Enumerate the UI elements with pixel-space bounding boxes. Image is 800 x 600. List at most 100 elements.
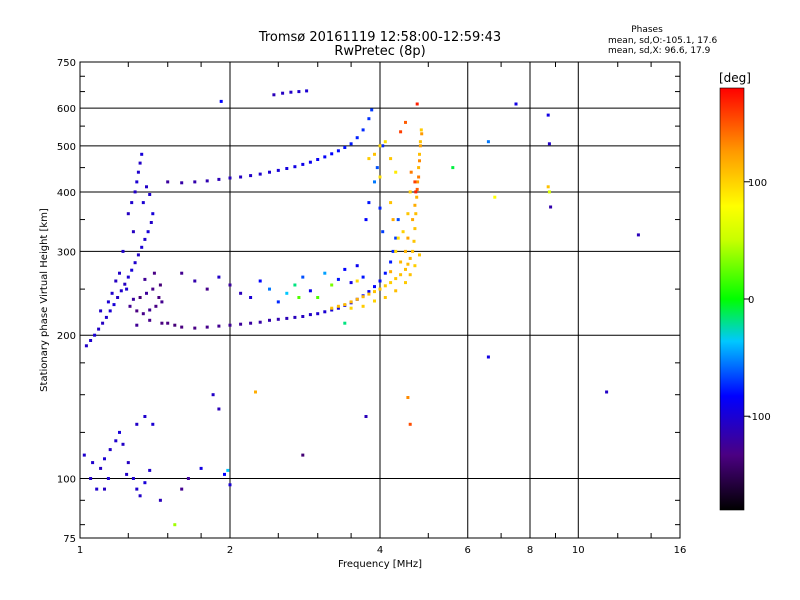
data-point xyxy=(418,152,421,156)
x-tick-label: 16 xyxy=(674,545,687,556)
data-point xyxy=(186,477,190,480)
data-point xyxy=(103,457,106,461)
data-point xyxy=(373,290,376,294)
data-point xyxy=(418,253,421,257)
data-point xyxy=(401,230,405,234)
data-point xyxy=(308,313,312,317)
data-point xyxy=(138,161,142,165)
data-point xyxy=(276,317,280,321)
data-point xyxy=(239,175,243,179)
data-point xyxy=(373,299,376,303)
data-point xyxy=(146,230,150,234)
data-point xyxy=(173,323,177,327)
data-point xyxy=(118,430,121,434)
data-point xyxy=(367,290,371,294)
data-point xyxy=(154,304,158,308)
data-point xyxy=(394,170,398,174)
data-point xyxy=(228,483,232,487)
data-point xyxy=(361,304,365,308)
data-point xyxy=(140,245,144,249)
data-point xyxy=(308,160,312,164)
data-point xyxy=(91,461,95,465)
data-point xyxy=(415,195,419,199)
x-tick-label: 10 xyxy=(572,545,585,556)
data-point xyxy=(336,306,340,310)
colorbar-tick-label: 0 xyxy=(748,295,754,306)
colorbar-label: [deg] xyxy=(719,71,751,85)
data-point xyxy=(121,249,125,253)
data-point xyxy=(123,282,127,286)
data-point xyxy=(258,279,262,283)
data-point xyxy=(367,292,371,296)
data-point xyxy=(130,201,134,205)
data-point xyxy=(143,277,147,281)
data-point xyxy=(417,175,421,179)
data-point xyxy=(389,260,393,264)
data-point xyxy=(415,102,419,106)
data-point xyxy=(391,218,395,222)
colorbar-tick-label: 100 xyxy=(748,178,767,189)
data-point xyxy=(406,262,410,266)
data-point xyxy=(383,140,387,144)
data-point xyxy=(141,312,145,316)
data-point xyxy=(408,422,412,426)
data-point xyxy=(404,267,407,271)
x-tick-label: 8 xyxy=(527,545,533,556)
y-axis-ticks: 75 100 200 300 400 500 600 750 xyxy=(57,58,680,545)
data-point xyxy=(135,323,139,327)
y-tick-label: 500 xyxy=(57,142,76,153)
data-point xyxy=(514,102,518,106)
data-point xyxy=(389,157,393,161)
data-point xyxy=(158,283,162,287)
data-point xyxy=(103,487,106,491)
data-point xyxy=(219,99,223,103)
data-point xyxy=(343,303,347,307)
data-point xyxy=(121,442,125,446)
data-point xyxy=(125,472,129,476)
data-point xyxy=(143,237,147,241)
data-point xyxy=(389,201,393,205)
data-point xyxy=(136,170,140,174)
data-point xyxy=(399,130,403,134)
data-point xyxy=(114,279,118,283)
data-point xyxy=(336,304,340,308)
data-point xyxy=(316,296,320,299)
data-point xyxy=(97,327,101,331)
data-point xyxy=(343,146,347,149)
data-point xyxy=(110,291,114,295)
data-point xyxy=(378,144,382,148)
data-point xyxy=(293,283,297,287)
data-point xyxy=(486,140,490,144)
data-point xyxy=(316,312,320,316)
data-point xyxy=(636,233,640,237)
data-point xyxy=(364,415,368,418)
data-point xyxy=(131,477,135,480)
data-point xyxy=(370,108,374,112)
chart-subtitle: RwPretec (8p) xyxy=(334,44,425,59)
data-point xyxy=(373,285,376,289)
data-point xyxy=(84,344,88,348)
data-point xyxy=(276,168,280,172)
data-point xyxy=(135,309,139,313)
data-point xyxy=(141,201,145,205)
data-point xyxy=(281,91,285,95)
data-point xyxy=(217,324,221,328)
data-point xyxy=(166,180,170,184)
data-point xyxy=(228,283,232,287)
data-point xyxy=(199,466,203,470)
x-tick-label: 6 xyxy=(465,545,471,556)
data-point xyxy=(101,321,105,325)
data-point xyxy=(258,172,262,176)
data-point xyxy=(293,165,297,169)
data-point xyxy=(383,284,387,288)
data-point xyxy=(217,177,221,181)
data-points xyxy=(82,89,640,527)
legend-line-o: mean, sd,O:-105.1, 17.6 xyxy=(608,36,718,46)
data-point xyxy=(396,218,400,222)
data-point xyxy=(135,180,139,184)
y-tick-label: 750 xyxy=(57,58,76,69)
x-tick-label: 2 xyxy=(227,545,233,556)
data-point xyxy=(394,249,398,253)
data-point xyxy=(451,166,455,170)
data-point xyxy=(301,275,305,279)
